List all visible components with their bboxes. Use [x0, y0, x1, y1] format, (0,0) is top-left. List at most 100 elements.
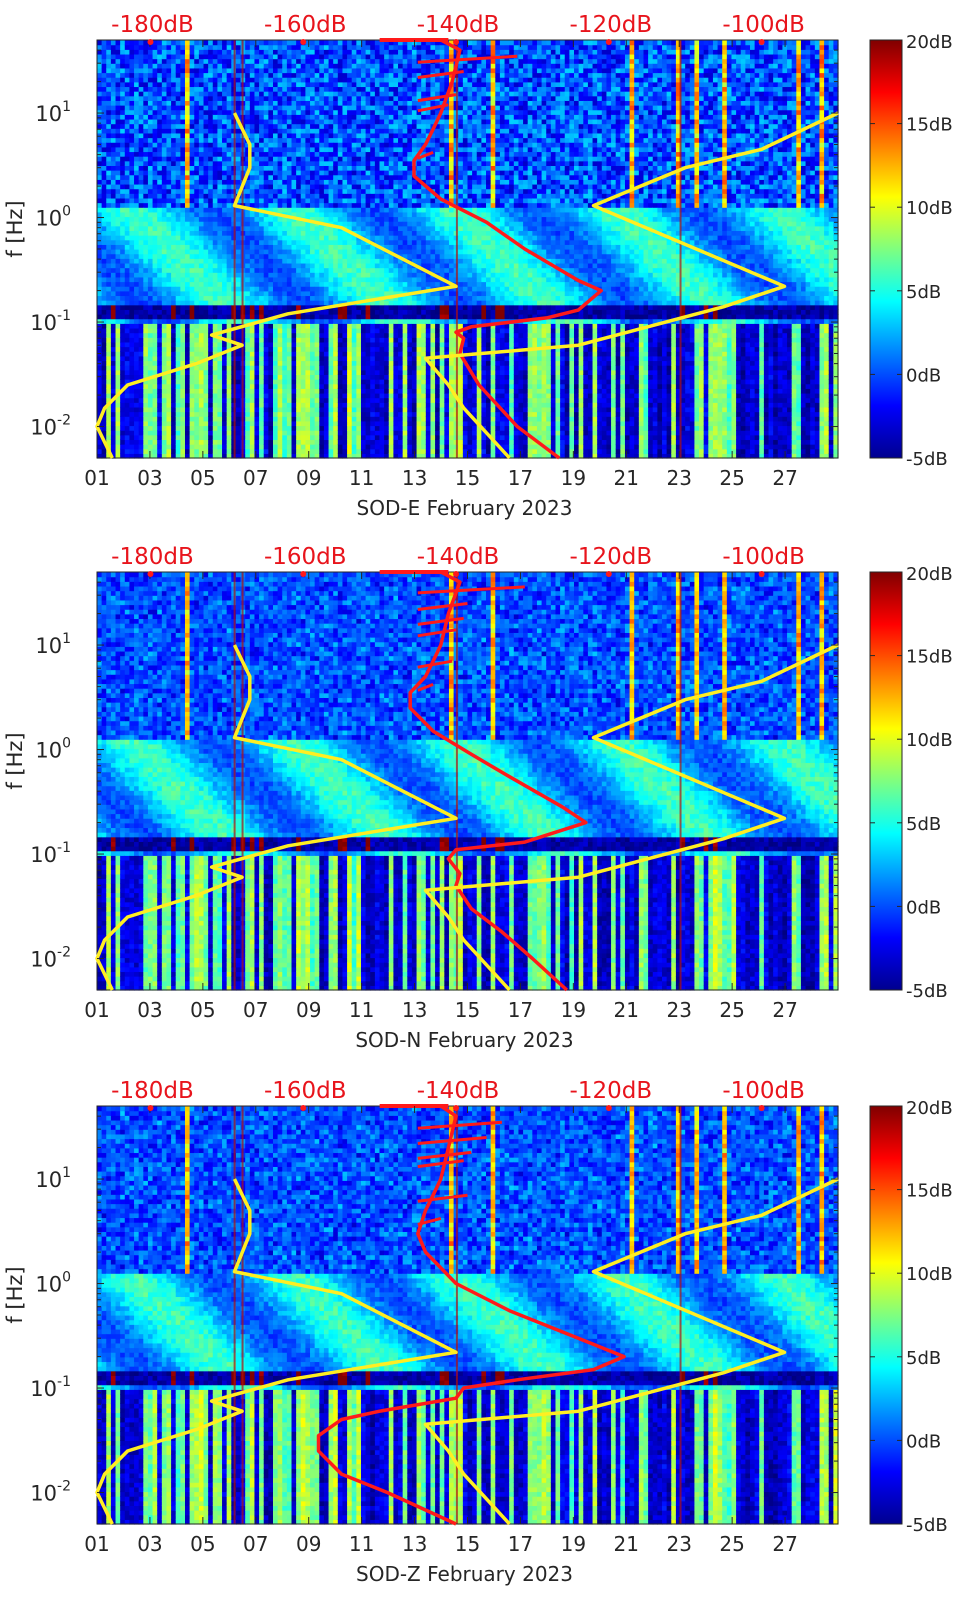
heatmap-cell	[157, 105, 162, 110]
heatmap-cell	[236, 435, 241, 440]
heatmap-cell	[162, 407, 167, 412]
heatmap-cell	[153, 203, 158, 208]
heatmap-cell	[185, 240, 190, 245]
heatmap-cell	[259, 203, 264, 208]
heatmap-cell	[143, 142, 148, 147]
heatmap-cell	[157, 449, 162, 454]
heatmap-cell	[153, 142, 158, 147]
heatmap-cell	[176, 337, 181, 342]
heatmap-cell	[217, 444, 222, 449]
heatmap-cell	[111, 384, 116, 389]
heatmap-cell	[139, 184, 144, 189]
heatmap-cell	[143, 323, 148, 328]
heatmap-cell	[185, 179, 190, 184]
heatmap-cell	[264, 49, 269, 54]
heatmap-cell	[245, 184, 250, 189]
heatmap-cell	[199, 77, 204, 82]
heatmap-cell	[213, 425, 218, 430]
heatmap-cell	[116, 161, 121, 166]
heatmap-cell	[222, 68, 227, 73]
heatmap-cell	[125, 291, 130, 296]
heatmap-cell	[153, 254, 158, 259]
heatmap-cell	[217, 295, 222, 300]
heatmap-cell	[125, 235, 130, 240]
heatmap-cell	[125, 54, 130, 59]
heatmap-cell	[264, 175, 269, 180]
heatmap-cell	[259, 179, 264, 184]
heatmap-cell	[264, 258, 269, 263]
heatmap-cell	[116, 263, 121, 268]
heatmap-cell	[148, 416, 153, 421]
heatmap-cell	[116, 402, 121, 407]
heatmap-cell	[139, 77, 144, 82]
heatmap-cell	[236, 314, 241, 319]
heatmap-cell	[139, 124, 144, 129]
heatmap-cell	[208, 207, 213, 212]
heatmap-cell	[106, 351, 111, 356]
heatmap-cell	[222, 63, 227, 68]
heatmap-cell	[254, 309, 259, 314]
heatmap-cell	[102, 63, 107, 68]
heatmap-cell	[190, 82, 195, 87]
heatmap-cell	[143, 198, 148, 203]
heatmap-cell	[134, 421, 139, 426]
heatmap-cell	[245, 370, 250, 375]
heatmap-cell	[222, 133, 227, 138]
heatmap-cell	[143, 45, 148, 50]
heatmap-cell	[166, 156, 171, 161]
heatmap-cell	[129, 133, 134, 138]
heatmap-cell	[116, 449, 121, 454]
heatmap-cell	[148, 54, 153, 59]
heatmap-cell	[222, 402, 227, 407]
heatmap-cell	[204, 161, 209, 166]
heatmap-cell	[213, 388, 218, 393]
heatmap-cell	[102, 175, 107, 180]
heatmap-cell	[227, 156, 232, 161]
heatmap-cell	[213, 207, 218, 212]
heatmap-cell	[245, 110, 250, 115]
heatmap-cell	[222, 142, 227, 147]
heatmap-cell	[250, 258, 255, 263]
heatmap-cell	[190, 151, 195, 156]
heatmap-cell	[139, 226, 144, 231]
heatmap-cell	[134, 425, 139, 430]
heatmap-cell	[208, 254, 213, 259]
heatmap-cell	[134, 189, 139, 194]
heatmap-cell	[204, 226, 209, 231]
heatmap-cell	[166, 193, 171, 198]
heatmap-cell	[227, 133, 232, 138]
heatmap-cell	[199, 175, 204, 180]
heatmap-cell	[116, 300, 121, 305]
heatmap-cell	[180, 342, 185, 347]
heatmap-cell	[194, 333, 199, 338]
heatmap-cell	[199, 402, 204, 407]
heatmap-cell	[97, 114, 102, 119]
heatmap-cell	[199, 244, 204, 249]
heatmap-cell	[162, 193, 167, 198]
heatmap-cell	[176, 119, 181, 124]
heatmap-cell	[134, 40, 139, 45]
heatmap-cell	[139, 412, 144, 417]
heatmap-cell	[217, 96, 222, 101]
heatmap-cell	[222, 379, 227, 384]
heatmap-cell	[111, 291, 116, 296]
heatmap-cell	[190, 142, 195, 147]
heatmap-cell	[162, 425, 167, 430]
heatmap-cell	[194, 82, 199, 87]
heatmap-cell	[134, 351, 139, 356]
heatmap-cell	[120, 68, 125, 73]
heatmap-cell	[166, 435, 171, 440]
heatmap-cell	[97, 68, 102, 73]
heatmap-cell	[106, 86, 111, 91]
heatmap-cell	[106, 133, 111, 138]
heatmap-cell	[185, 59, 190, 64]
heatmap-cell	[236, 356, 241, 361]
heatmap-cell	[199, 184, 204, 189]
heatmap-cell	[185, 342, 190, 347]
heatmap-cell	[185, 291, 190, 296]
heatmap-cell	[204, 282, 209, 287]
heatmap-cell	[139, 393, 144, 398]
heatmap-cell	[171, 96, 176, 101]
heatmap-cell	[171, 416, 176, 421]
heatmap-cell	[157, 342, 162, 347]
